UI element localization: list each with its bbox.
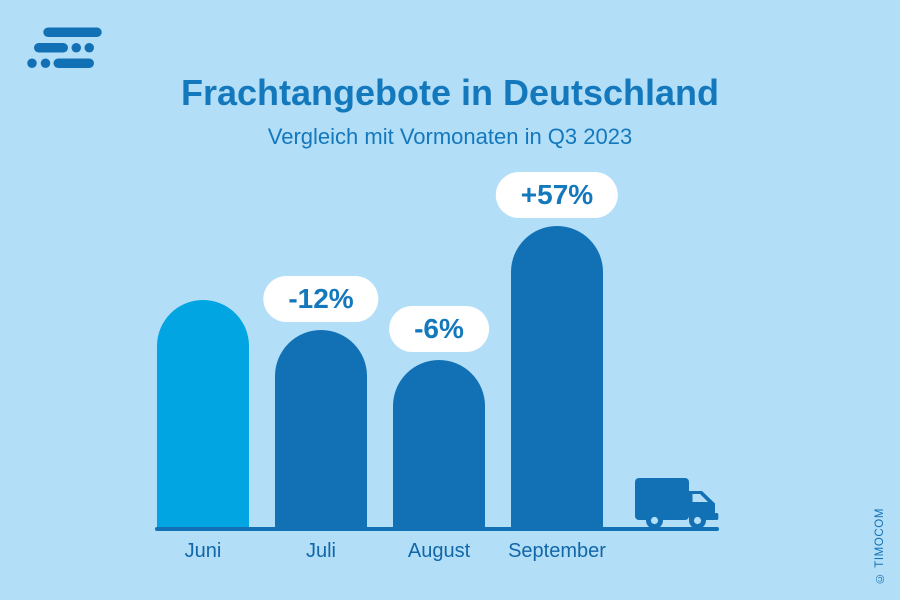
x-axis-line (155, 527, 719, 531)
page-title: Frachtangebote in Deutschland (180, 72, 720, 113)
copyright-note: © TIMOCOM (874, 508, 886, 584)
truck-icon (635, 478, 719, 529)
category-label: Juni (184, 540, 222, 562)
category-label: August (407, 540, 471, 562)
bar-juni (157, 300, 249, 530)
change-label-bubble: -6% (389, 306, 489, 352)
page-subtitle: Vergleich mit Vormonaten in Q3 2023 (267, 124, 633, 149)
bar-september (511, 226, 603, 530)
timocom-logo-icon (27, 27, 102, 68)
change-label-bubble: +57% (495, 172, 619, 218)
category-label: Juli (305, 540, 337, 562)
category-label: September (508, 540, 606, 562)
bar-august (393, 360, 485, 530)
bar-juli (275, 330, 367, 530)
change-label-bubble: -12% (263, 276, 379, 322)
